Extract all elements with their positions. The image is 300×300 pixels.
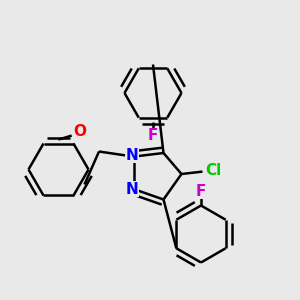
- Text: N: N: [126, 148, 138, 163]
- Text: N: N: [126, 182, 138, 196]
- Text: F: F: [196, 184, 206, 199]
- Text: F: F: [148, 128, 158, 143]
- Text: O: O: [74, 124, 87, 139]
- Text: Cl: Cl: [205, 163, 221, 178]
